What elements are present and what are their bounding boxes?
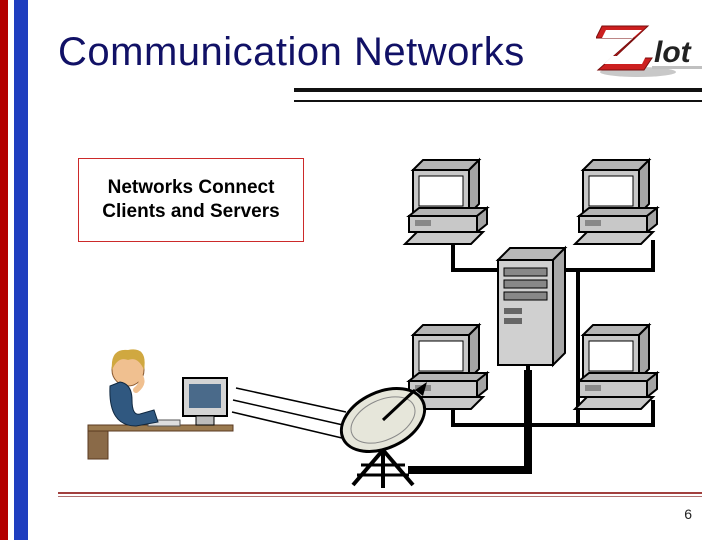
footer-rule-thin bbox=[58, 496, 702, 497]
page-title: Communication Networks bbox=[58, 30, 525, 75]
zlot-logo-icon: lot bbox=[596, 18, 706, 80]
left-accent-red bbox=[0, 0, 8, 540]
network-diagram bbox=[58, 150, 698, 490]
page-number: 6 bbox=[684, 506, 692, 522]
svg-text:lot: lot bbox=[654, 36, 693, 69]
title-underline-thick bbox=[294, 88, 702, 92]
footer-rule-thick bbox=[58, 492, 702, 494]
left-accent-blue bbox=[14, 0, 28, 540]
user-at-desk-icon bbox=[88, 349, 233, 459]
server-tower-icon bbox=[498, 248, 565, 365]
signal-waves-icon bbox=[232, 388, 346, 438]
title-underline-thin bbox=[294, 100, 702, 102]
